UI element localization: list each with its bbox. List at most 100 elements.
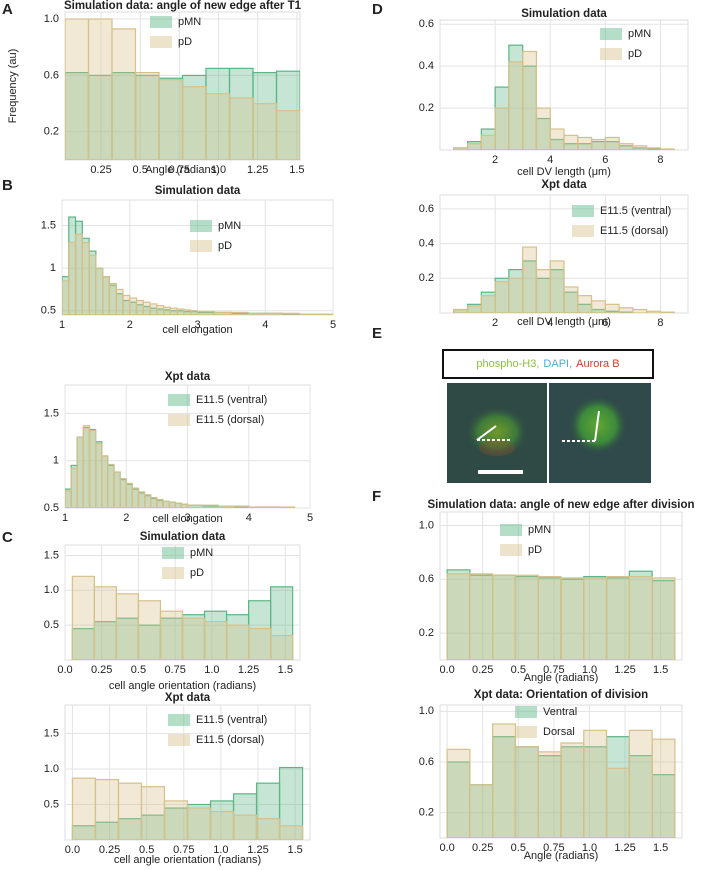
series-group (446, 723, 676, 838)
histogram-bar (537, 751, 562, 838)
histogram-bar (129, 297, 138, 315)
histogram-bar (76, 436, 84, 508)
histogram-bar (632, 308, 648, 313)
legend-swatch (190, 220, 212, 232)
histogram-bar (71, 777, 97, 840)
histogram-bar (466, 305, 482, 313)
chart: 0.5 1.0 1.5 0.0 0.25 0.5 0.75 1.0 1.25 1.5 Xpt dat… (44, 692, 311, 866)
x-axis-label: cell angle orientation (radians) (109, 680, 256, 692)
x-tick-label: 1.25 (614, 664, 635, 676)
legend-swatch (168, 734, 190, 746)
plot-area (439, 19, 689, 151)
x-tick-label: 0.75 (169, 164, 190, 176)
histogram-bar (88, 429, 97, 508)
x-tick-label: 1.25 (614, 842, 635, 854)
series-group (62, 216, 333, 315)
y-tick-label: 0.6 (419, 756, 434, 768)
histogram-bar (225, 624, 250, 660)
histogram-bar (232, 814, 258, 840)
series-group (71, 575, 294, 660)
legend-swatch (162, 567, 184, 579)
x-tick-label: 6 (602, 154, 608, 166)
y-tick-label: 1.5 (41, 219, 56, 231)
histogram-bar (646, 147, 662, 150)
histogram-bar (514, 574, 539, 660)
series-group (65, 18, 300, 160)
histogram-bar (150, 496, 158, 508)
x-tick-label: 0.25 (472, 842, 493, 854)
histogram-bar (217, 505, 235, 508)
histogram-bar (628, 729, 653, 838)
histogram-bar (453, 308, 469, 313)
histogram-bar (196, 310, 216, 315)
chart: 0.2 0.4 0.6 2 4 6 8 Simulation data cell DV leng… (419, 8, 689, 178)
x-axis-label: cell DV length (μm) (517, 166, 611, 178)
legend-label: pMN (628, 28, 651, 40)
y-tick-label: 0.2 (419, 102, 434, 114)
panel-label: B (2, 177, 13, 194)
histogram-bar (252, 103, 278, 160)
histogram-bar (186, 807, 212, 840)
x-tick-label: 0.25 (90, 164, 111, 176)
histogram-bar (74, 233, 83, 315)
histogram-bar (281, 312, 300, 315)
chart-title: Simulation data (155, 185, 241, 197)
histogram-bar (537, 575, 562, 660)
histogram-bar (213, 311, 232, 315)
histogram-bar (632, 145, 648, 150)
legend-label: E11.5 (ventral) (196, 714, 267, 726)
histogram-bar (577, 295, 593, 313)
legend-label: pD (190, 567, 204, 579)
histogram-bar (628, 575, 653, 660)
histogram-bar (149, 303, 158, 315)
histogram-bar (115, 288, 124, 315)
legend-label: E11.5 (dorsal) (600, 225, 668, 237)
histogram-bar (247, 312, 266, 315)
y-tick-label: 0.2 (44, 126, 59, 138)
legend-swatch (572, 225, 594, 237)
chart: 0.2 0.6 1.0 0.25 0.5 0.75 1.0 1.25 1.5 Simulation… (7, 0, 305, 176)
histogram-bar (583, 729, 608, 838)
histogram-bar (560, 577, 585, 660)
histogram-bar (315, 313, 333, 315)
series-group (453, 44, 675, 150)
x-tick-label: 1.5 (289, 164, 304, 176)
legend-label: pD (218, 240, 232, 252)
chart: 0.2 0.4 0.6 2 4 6 8 Xpt data cell DV length (μm)… (419, 179, 689, 329)
legend-swatch (150, 36, 172, 48)
x-tick-label: 0.0 (57, 664, 72, 676)
histogram-bar (137, 600, 162, 660)
panel-label: D (372, 1, 383, 18)
chart: 0.2 0.6 1.0 0.0 0.25 0.5 0.75 1.0 1.25 1.5 Simulat… (419, 499, 695, 684)
series-group (65, 425, 296, 508)
histogram-bar (203, 621, 228, 660)
x-tick-label: 1.0 (204, 664, 219, 676)
y-tick-label: 0.5 (44, 502, 59, 514)
x-tick-label: 0.25 (91, 664, 112, 676)
histogram-bar (81, 241, 90, 315)
histogram-bar (264, 312, 283, 315)
y-tick-label: 0.2 (419, 627, 434, 639)
histogram-bar (278, 506, 296, 508)
y-tick-label: 1.0 (419, 519, 434, 531)
x-tick-label: 0.5 (139, 844, 154, 856)
x-tick-label: 1.25 (247, 164, 268, 176)
histogram-bar (135, 299, 144, 315)
x-tick-label: 1 (59, 319, 65, 331)
micrograph (447, 383, 651, 483)
histogram-bar (168, 501, 176, 508)
histogram-bar (508, 277, 524, 313)
chart-title: Xpt data (165, 371, 211, 383)
histogram-bar (480, 134, 496, 150)
histogram-bar (605, 575, 630, 660)
y-tick-label: 0.6 (44, 69, 59, 81)
x-tick-label: 0.0 (65, 844, 80, 856)
histogram-bar (618, 307, 634, 313)
panel-label: E (372, 325, 382, 342)
histogram-bar (255, 818, 281, 840)
histogram-bar (209, 810, 235, 840)
x-axis-label: cell angle orientation (radians) (114, 854, 261, 866)
x-tick-label: 8 (657, 317, 663, 329)
